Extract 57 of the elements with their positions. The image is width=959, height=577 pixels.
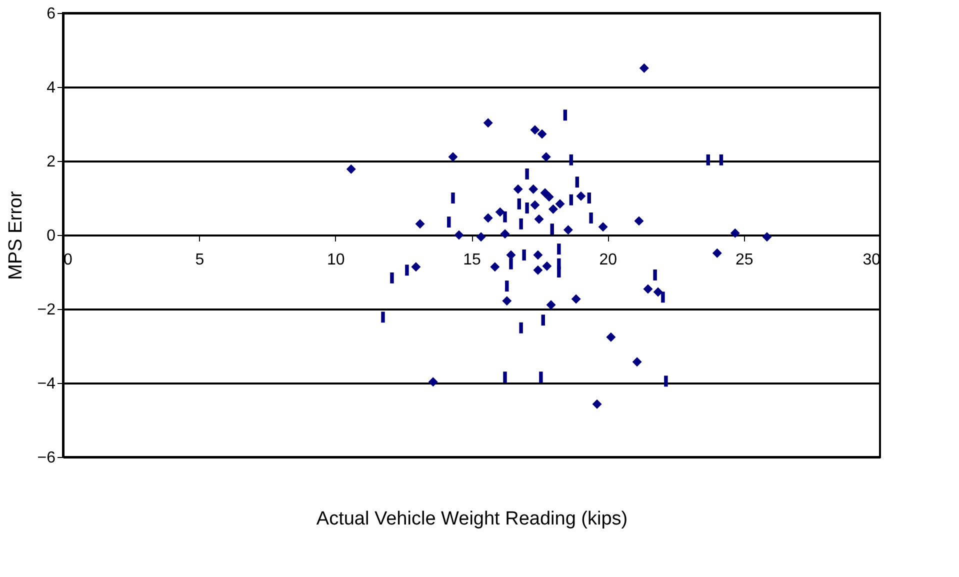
x-tick-label: 5 — [195, 252, 204, 268]
point — [634, 216, 644, 226]
point — [762, 232, 772, 242]
point — [576, 191, 586, 201]
point — [548, 204, 558, 214]
point — [632, 357, 642, 367]
point — [542, 261, 552, 271]
y-tick-label: 0 — [46, 228, 56, 244]
point — [534, 214, 544, 224]
point — [563, 225, 573, 235]
point — [495, 207, 505, 217]
point — [528, 184, 538, 194]
point — [598, 222, 608, 232]
point — [555, 199, 565, 209]
point — [506, 250, 516, 260]
point — [448, 152, 458, 162]
point — [639, 63, 649, 73]
x-tick-label: 25 — [735, 252, 754, 268]
point — [483, 213, 493, 223]
point — [411, 262, 421, 272]
point — [541, 152, 551, 162]
point — [606, 332, 616, 342]
point — [537, 129, 547, 139]
point — [500, 229, 510, 239]
y-tick-label: 4 — [46, 80, 56, 96]
point — [483, 118, 493, 128]
x-tick-label: 10 — [326, 252, 345, 268]
x-tick-label: 0 — [64, 252, 72, 268]
point — [653, 287, 663, 297]
point — [592, 399, 602, 409]
y-axis-title: MPS Error — [5, 190, 26, 280]
point — [533, 265, 543, 275]
point — [530, 200, 540, 210]
y-tick-label: −4 — [37, 376, 56, 392]
point — [502, 296, 512, 306]
y-tick-label: 2 — [46, 154, 56, 170]
y-tick-label: 6 — [46, 6, 56, 22]
y-tick-label: −2 — [37, 302, 56, 318]
x-tick-label: 20 — [599, 252, 618, 268]
point — [530, 125, 540, 135]
point — [415, 219, 425, 229]
point — [571, 294, 581, 304]
point — [533, 250, 543, 260]
point — [346, 164, 356, 174]
point — [454, 230, 464, 240]
point — [712, 248, 722, 258]
x-tick-label: 15 — [463, 252, 481, 268]
x-axis-title: Actual Vehicle Weight Reading (kips) — [316, 508, 628, 530]
point — [513, 184, 523, 194]
y-tick-label: −6 — [37, 450, 56, 466]
point — [546, 300, 556, 310]
point — [643, 284, 653, 294]
point — [544, 192, 554, 202]
point — [490, 262, 500, 272]
point — [730, 228, 740, 238]
point — [428, 377, 438, 387]
point — [476, 232, 486, 242]
